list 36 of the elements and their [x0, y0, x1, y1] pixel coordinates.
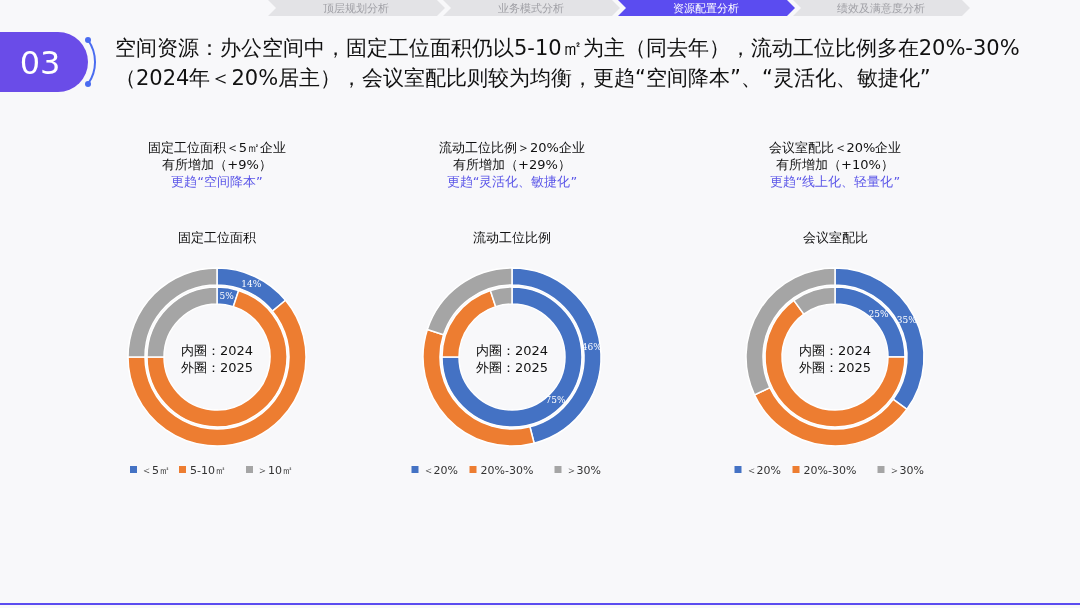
data-label: 14%: [241, 279, 262, 290]
legend-label: ＜20%: [745, 464, 781, 477]
text: 外圈：2025: [798, 360, 872, 375]
text: 内圈：2024: [798, 343, 872, 358]
legend-label: ＜20%: [422, 464, 458, 477]
legend-label: ＞30%: [888, 464, 924, 477]
text: 03: [19, 44, 61, 82]
text: 绩效及满意度分析: [836, 2, 925, 15]
chart-title: 流动工位比例: [473, 230, 551, 245]
text: 内圈：2024: [180, 343, 254, 358]
text: 有所增加（+10%）: [776, 157, 894, 172]
legend-label: ＜5㎡: [141, 464, 170, 477]
legend-label: 20%-30%: [480, 464, 534, 477]
text: 更趋“灵活化、敏捷化”: [446, 174, 578, 189]
chart-title: 固定工位面积: [178, 230, 256, 245]
text: 资源配置分析: [672, 2, 739, 15]
legend-label: ＞10㎡: [257, 464, 293, 477]
data-label: 25%: [868, 308, 889, 319]
legend-label: ＞30%: [565, 464, 601, 477]
chart-title: 会议室配比: [802, 230, 868, 245]
text: 流动工位比例＞20%企业: [439, 140, 585, 155]
text: 更趋“空间降本”: [171, 174, 263, 189]
legend-label: 20%-30%: [803, 464, 857, 477]
text: 业务模式分析: [497, 2, 564, 15]
text: 顶层规划分析: [322, 2, 389, 15]
data-label: 5%: [219, 291, 235, 302]
text: 内圈：2024: [475, 343, 549, 358]
text: 有所增加（+9%）: [162, 157, 272, 172]
text: 固定工位面积＜5㎡企业: [147, 140, 287, 155]
text: 外圈：2025: [180, 360, 254, 375]
legend-label: 5-10㎡: [190, 464, 226, 477]
text: 有所增加（+29%）: [453, 157, 571, 172]
text: 会议室配比＜20%企业: [768, 140, 902, 155]
text: 外圈：2025: [475, 360, 549, 375]
text: 空间资源：办公空间中，固定工位面积仍以5-10㎡为主（同去年），流动工位比例多在20%-30%（2024年＜20%居主），会议室配比则较为均衡，更趋“空间降本”、“灵活化、敏捷化”: [115, 36, 1020, 90]
text: 更趋“线上化、轻量化”: [769, 174, 901, 189]
